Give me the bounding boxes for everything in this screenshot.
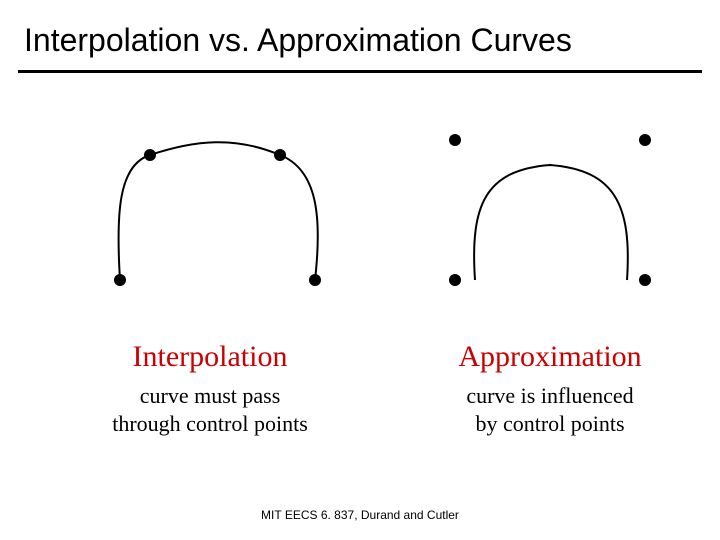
curves-diagram bbox=[0, 110, 720, 340]
control-point bbox=[144, 149, 156, 161]
approximation-caption: curve is influenced by control points bbox=[400, 382, 700, 437]
approximation-curve-group bbox=[449, 134, 651, 286]
control-point bbox=[309, 274, 321, 286]
title-underline bbox=[18, 70, 702, 73]
control-point bbox=[639, 274, 651, 286]
approximation-caption-line2: by control points bbox=[475, 411, 624, 436]
footer-text: MIT EECS 6. 837, Durand and Cutler bbox=[0, 508, 720, 522]
control-point bbox=[449, 274, 461, 286]
approximation-label: Approximation bbox=[400, 340, 700, 374]
approximation-curve bbox=[474, 165, 628, 280]
interpolation-caption-line1: curve must pass bbox=[140, 383, 281, 408]
control-point bbox=[449, 134, 461, 146]
interpolation-curve-group bbox=[114, 142, 321, 286]
control-point bbox=[639, 134, 651, 146]
interpolation-curve bbox=[118, 142, 317, 280]
interpolation-control-points bbox=[114, 149, 321, 286]
control-point bbox=[274, 149, 286, 161]
interpolation-caption-line2: through control points bbox=[112, 411, 308, 436]
control-point bbox=[114, 274, 126, 286]
page-title: Interpolation vs. Approximation Curves bbox=[24, 22, 572, 59]
interpolation-label: Interpolation bbox=[60, 340, 360, 374]
interpolation-caption: curve must pass through control points bbox=[60, 382, 360, 437]
approximation-caption-line1: curve is influenced bbox=[466, 383, 633, 408]
